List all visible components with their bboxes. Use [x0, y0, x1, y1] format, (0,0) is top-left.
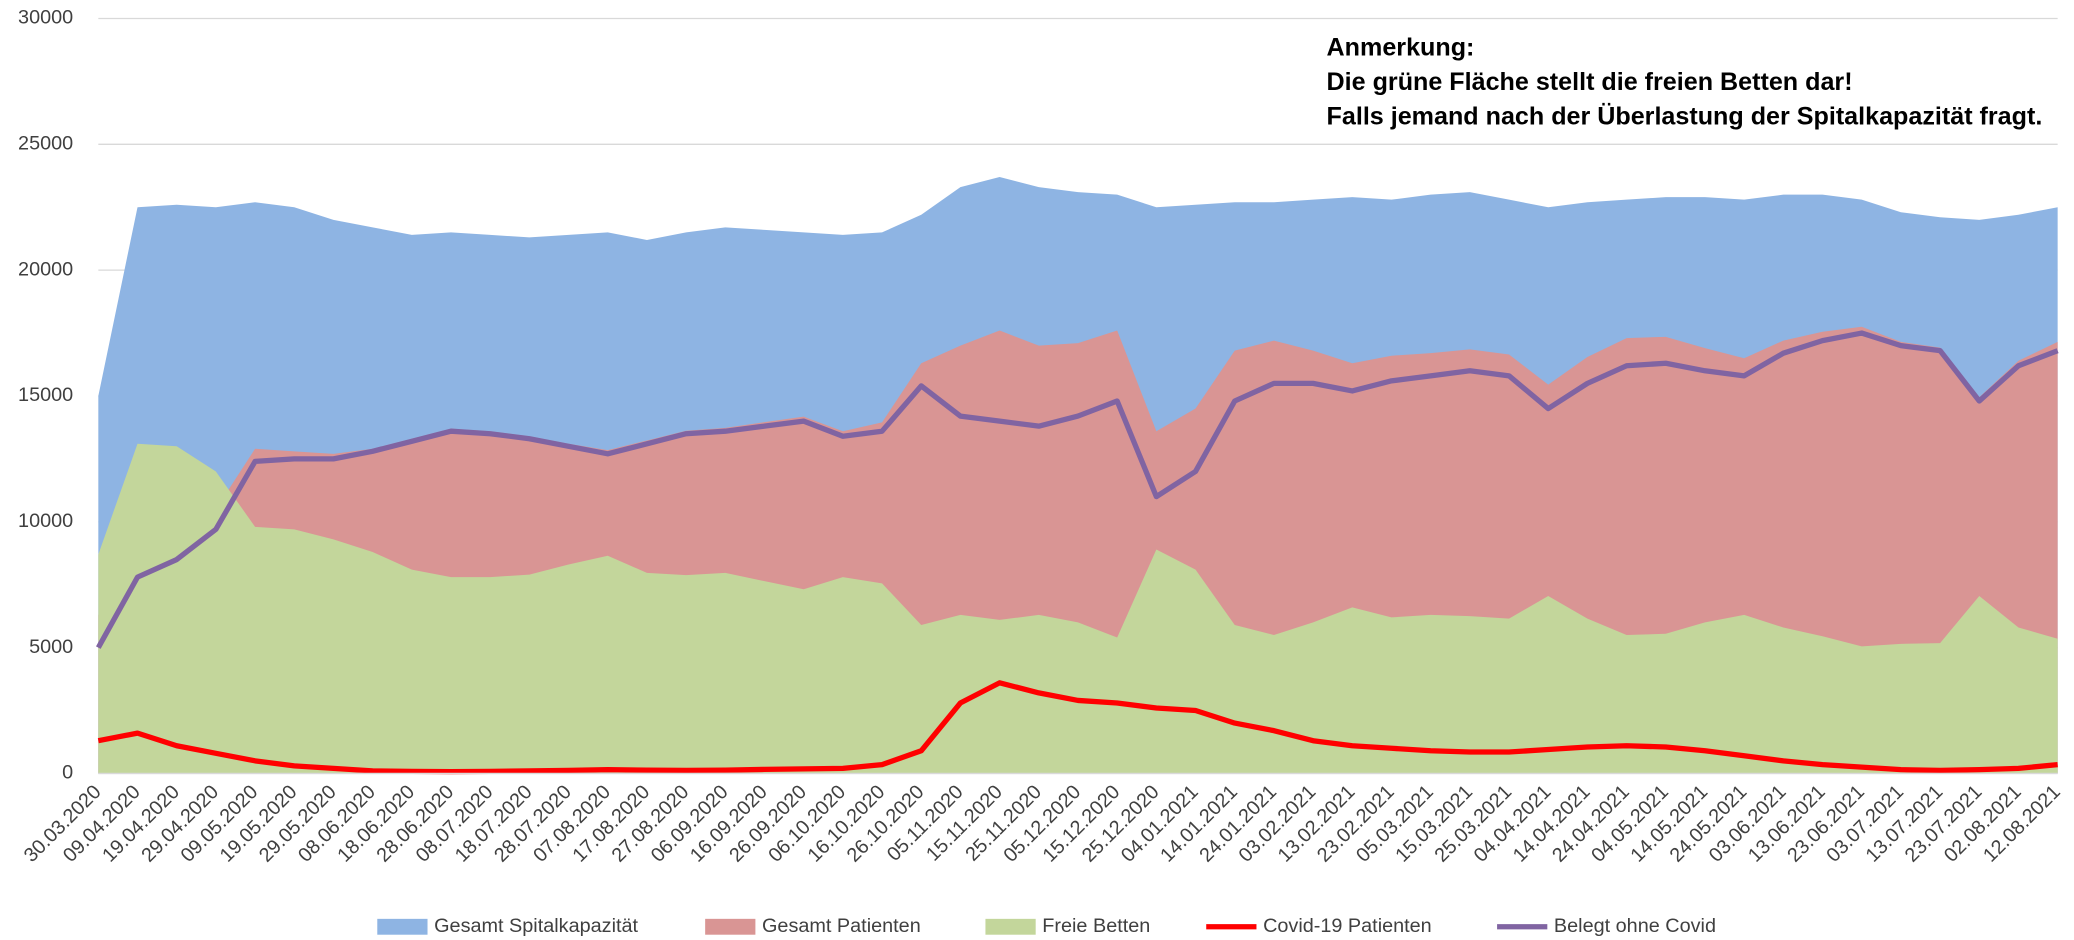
y-tick-label: 0 [62, 762, 73, 784]
legend-item: Covid-19 Patienten [1206, 915, 1432, 937]
y-tick-label: 20000 [18, 258, 73, 280]
line [97, 680, 2058, 775]
annotation: Anmerkung: [1327, 34, 1475, 62]
legend-item: Gesamt Patienten [705, 915, 921, 937]
y-tick-label: 30000 [18, 7, 73, 29]
legend-label: Freie Betten [1042, 915, 1150, 937]
line [96, 330, 2059, 649]
legend-label: Covid-19 Patienten [1263, 915, 1432, 937]
legend-item: Gesamt Spitalkapazität [377, 915, 639, 937]
annotation: Die grüne Fläche stellt die freien Bette… [1327, 68, 1853, 96]
area [98, 443, 2058, 774]
legend-label: Gesamt Patienten [762, 915, 921, 937]
legend-item: Freie Betten [985, 915, 1150, 937]
legend-swatch [985, 918, 1036, 935]
annotation: Falls jemand nach der Überlastung der Sp… [1327, 101, 2043, 130]
legend-swatch [377, 918, 428, 935]
legend-label: Belegt ohne Covid [1554, 915, 1716, 937]
legend-item: Belegt ohne Covid [1497, 915, 1716, 937]
y-tick-label: 10000 [18, 510, 73, 532]
y-tick-label: 15000 [18, 384, 73, 406]
y-tick-label: 5000 [29, 636, 73, 658]
y-tick-label: 25000 [18, 133, 73, 155]
legend-label: Gesamt Spitalkapazität [434, 915, 638, 937]
legend-swatch [705, 918, 756, 935]
